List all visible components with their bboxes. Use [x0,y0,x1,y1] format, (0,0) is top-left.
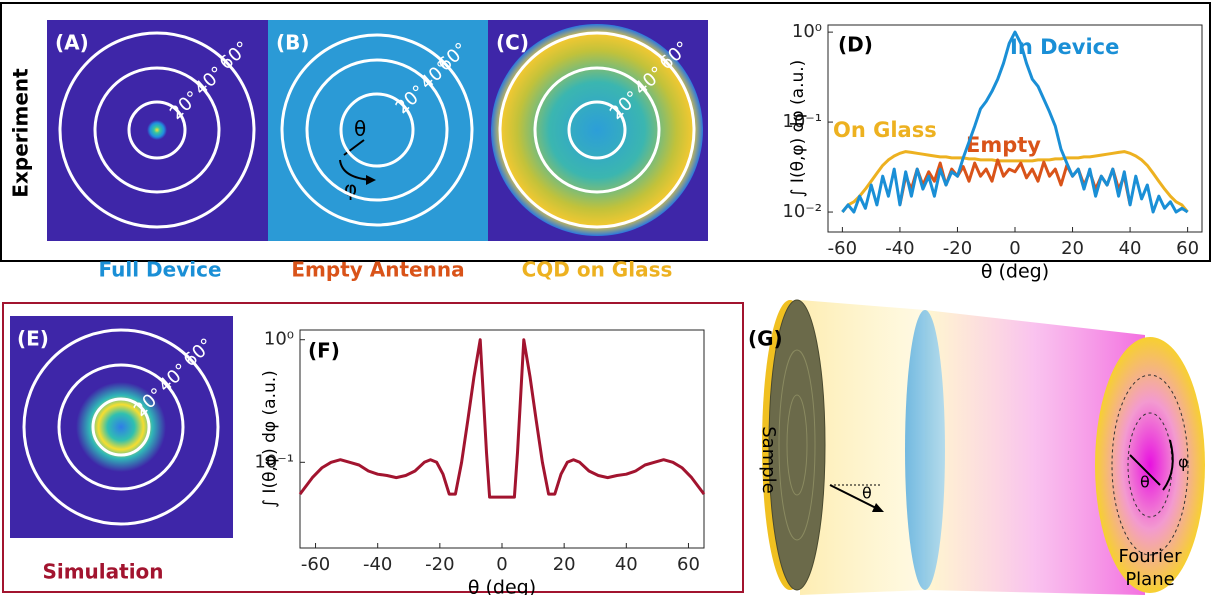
x-tick-label: 60 [1176,238,1199,259]
x-tick-label: 40 [1119,238,1142,259]
angle-ring [567,100,627,160]
x-tick-label: -60 [301,554,330,575]
y-tick-label: 10⁻¹ [254,451,294,472]
x-axis-label: θ (deg) [981,261,1049,283]
phi-label: φ [1178,453,1189,472]
angle-ring [58,31,256,229]
glass-disk [491,24,703,236]
angle-ring [305,58,449,202]
panel-label: (F) [308,339,340,363]
fourier-label: Plane [1125,569,1174,590]
panel-label: (G) [748,327,783,351]
image-b [268,20,488,241]
panel-label: (A) [55,31,89,55]
panel-label: (D) [838,33,873,57]
x-tick-label: 0 [1009,238,1020,259]
angle-ring [498,31,696,229]
x-tick-label: -40 [363,554,392,575]
angle-ring [533,66,661,194]
x-tick-label: 0 [496,554,507,575]
plot-frame [299,329,705,549]
plot-frame [827,24,1203,233]
x-tick-label: -20 [943,238,972,259]
series-line [841,30,1189,214]
theta-label: θ [1140,473,1150,492]
theta-label: θ [354,117,366,141]
series-label: Empty [966,133,1041,157]
simulation-frame [2,302,744,593]
x-tick-label: -40 [885,238,914,259]
donut [76,382,166,472]
fourier-label: Fourier [1118,546,1182,567]
row-label: Experiment [9,68,33,198]
illustration [762,299,1205,595]
caption: Simulation [42,560,163,584]
angle-ring [280,33,474,227]
x-tick-label: -20 [425,554,454,575]
angle-ring [93,66,221,194]
x-axis-label: θ (deg) [468,577,536,595]
angle-ring [127,100,187,160]
experiment-frame [0,2,1211,262]
angle-ring [57,363,185,491]
y-axis-label: ∫ I(θ,φ) dφ (a.u.) [260,370,280,508]
caption: Empty Antenna [291,258,464,282]
y-tick-label: 10⁻² [782,201,822,222]
angle-ring [22,328,220,526]
y-tick-label: 10⁻¹ [782,111,822,132]
caption: CQD on Glass [522,258,673,282]
series-label: In Device [1010,35,1119,59]
y-tick-label: 10⁰ [264,329,294,350]
x-tick-label: 20 [1061,238,1084,259]
x-tick-label: 20 [553,554,576,575]
theta-label: θ [862,484,872,503]
series-line [841,150,1189,213]
angle-ring [91,397,151,457]
caption: Full Device [98,258,221,282]
x-tick-label: 60 [677,554,700,575]
y-axis-label: ∫ I(θ,φ) dφ (a.u.) [788,60,808,198]
spot [147,120,167,140]
angle-ring [339,92,415,168]
panel-label: (E) [17,327,49,351]
y-tick-label: 10⁰ [792,21,822,42]
sample-label: Sample [758,426,779,494]
series-line [298,338,706,499]
series-label: On Glass [833,118,937,142]
panel-label: (C) [496,31,529,55]
x-tick-label: -60 [828,238,857,259]
panel-label: (B) [276,31,310,55]
x-tick-label: 40 [615,554,638,575]
